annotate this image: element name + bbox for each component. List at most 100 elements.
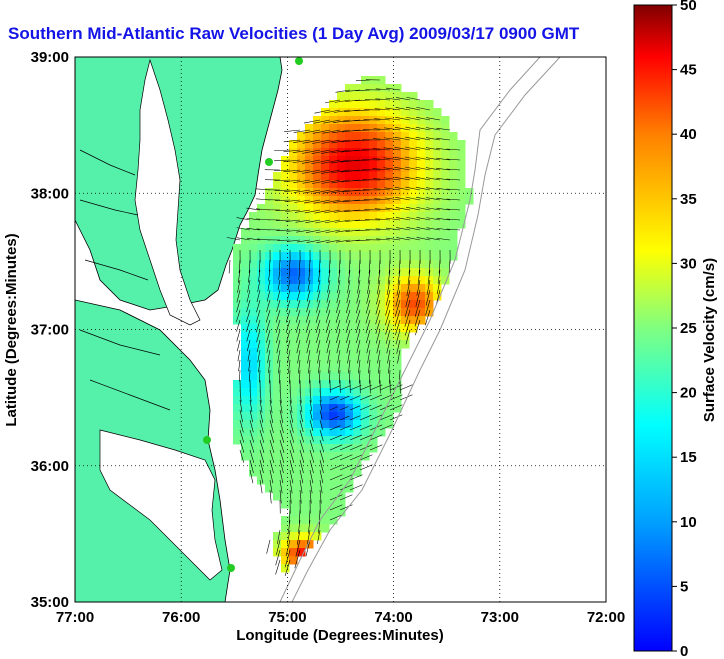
velocity-vector bbox=[311, 159, 331, 165]
velocity-cell bbox=[449, 132, 458, 141]
velocity-vector bbox=[416, 237, 431, 241]
velocity-cell bbox=[305, 268, 314, 277]
velocity-cell bbox=[289, 492, 298, 501]
velocity-vector bbox=[339, 406, 349, 411]
y-tick-label: 39:00 bbox=[31, 49, 69, 66]
velocity-cell bbox=[393, 364, 402, 373]
velocity-vector bbox=[294, 209, 311, 213]
velocity-cell bbox=[289, 228, 298, 237]
velocity-vector bbox=[446, 168, 461, 171]
velocity-vector bbox=[425, 137, 441, 141]
velocity-cell bbox=[393, 204, 402, 213]
velocity-vector bbox=[259, 439, 265, 453]
velocity-cell bbox=[329, 348, 338, 357]
velocity-vector bbox=[305, 229, 321, 233]
velocity-vector bbox=[349, 444, 363, 451]
velocity-vector bbox=[284, 559, 291, 577]
velocity-vector bbox=[386, 237, 401, 241]
velocity-cell bbox=[241, 420, 250, 429]
velocity-cell bbox=[393, 396, 402, 405]
velocity-vector bbox=[249, 399, 253, 413]
velocity-cell bbox=[249, 396, 258, 405]
velocity-cell bbox=[233, 396, 242, 405]
velocity-cell bbox=[289, 540, 298, 549]
velocity-vector bbox=[259, 399, 263, 413]
velocity-cell bbox=[385, 180, 394, 189]
velocity-vector bbox=[292, 149, 311, 154]
velocity-cell bbox=[273, 180, 282, 189]
velocity-cell bbox=[265, 428, 274, 437]
velocity-cell bbox=[305, 404, 314, 413]
velocity-cell bbox=[321, 364, 330, 373]
velocity-cell bbox=[329, 292, 338, 301]
velocity-cell bbox=[289, 148, 298, 157]
velocity-cell bbox=[289, 388, 298, 397]
velocity-cell bbox=[369, 124, 378, 133]
velocity-cell bbox=[361, 260, 370, 269]
velocity-vector bbox=[308, 259, 311, 272]
velocity-vector bbox=[289, 259, 291, 270]
velocity-cell bbox=[249, 380, 258, 389]
velocity-cell bbox=[401, 220, 410, 229]
velocity-vector bbox=[395, 207, 411, 211]
velocity-vector bbox=[383, 137, 401, 141]
velocity-cell bbox=[273, 444, 282, 453]
velocity-vector bbox=[289, 429, 295, 443]
velocity-cell bbox=[337, 172, 346, 181]
plot-frame bbox=[74, 56, 607, 603]
velocity-cell bbox=[329, 172, 338, 181]
velocity-vector bbox=[327, 279, 331, 293]
velocity-cell bbox=[305, 260, 314, 269]
velocity-vector bbox=[313, 199, 331, 204]
velocity-cell bbox=[337, 252, 346, 261]
velocity-cell bbox=[377, 340, 386, 349]
velocity-cell bbox=[265, 220, 274, 229]
velocity-vector bbox=[416, 106, 431, 111]
velocity-cell bbox=[281, 540, 290, 549]
velocity-cell bbox=[409, 196, 418, 205]
velocity-vector bbox=[287, 239, 301, 242]
velocity-vector bbox=[416, 196, 431, 201]
velocity-cell bbox=[321, 300, 330, 309]
velocity-vector bbox=[269, 399, 273, 414]
velocity-vector bbox=[295, 319, 301, 333]
velocity-vector bbox=[339, 484, 353, 491]
velocity-cell bbox=[281, 476, 290, 485]
velocity-cell bbox=[441, 204, 450, 213]
velocity-cell bbox=[337, 196, 346, 205]
velocity-vector bbox=[351, 179, 371, 182]
velocity-cell bbox=[257, 212, 266, 221]
velocity-vector bbox=[299, 469, 304, 484]
velocity-vector bbox=[274, 189, 291, 192]
velocity-cell bbox=[297, 492, 306, 501]
velocity-cell bbox=[289, 180, 298, 189]
velocity-cell bbox=[361, 404, 370, 413]
velocity-vector bbox=[307, 349, 311, 364]
velocity-vector bbox=[289, 489, 292, 504]
velocity-vector bbox=[337, 269, 341, 284]
velocity-cell bbox=[321, 188, 330, 197]
colorbar-tick-label: 5 bbox=[680, 578, 688, 595]
velocity-cell bbox=[345, 436, 354, 445]
velocity-vector bbox=[377, 349, 381, 364]
velocity-vector bbox=[405, 196, 421, 201]
velocity-cell bbox=[409, 100, 418, 109]
velocity-cell bbox=[433, 148, 442, 157]
velocity-cell bbox=[409, 188, 418, 197]
velocity-vector bbox=[283, 179, 301, 183]
velocity-cell bbox=[289, 204, 298, 213]
velocity-cell bbox=[361, 268, 370, 277]
velocity-vector bbox=[339, 434, 352, 441]
velocity-vector bbox=[269, 409, 274, 424]
velocity-cell bbox=[249, 268, 258, 277]
velocity-vector bbox=[288, 509, 291, 524]
velocity-vector bbox=[356, 329, 361, 344]
velocity-cell bbox=[361, 188, 370, 197]
velocity-cell bbox=[281, 444, 290, 453]
velocity-vector bbox=[425, 167, 441, 171]
velocity-vector bbox=[279, 419, 284, 433]
velocity-cell bbox=[249, 420, 258, 429]
velocity-cell bbox=[281, 500, 290, 509]
velocity-cell bbox=[289, 196, 298, 205]
velocity-vector bbox=[336, 329, 341, 344]
